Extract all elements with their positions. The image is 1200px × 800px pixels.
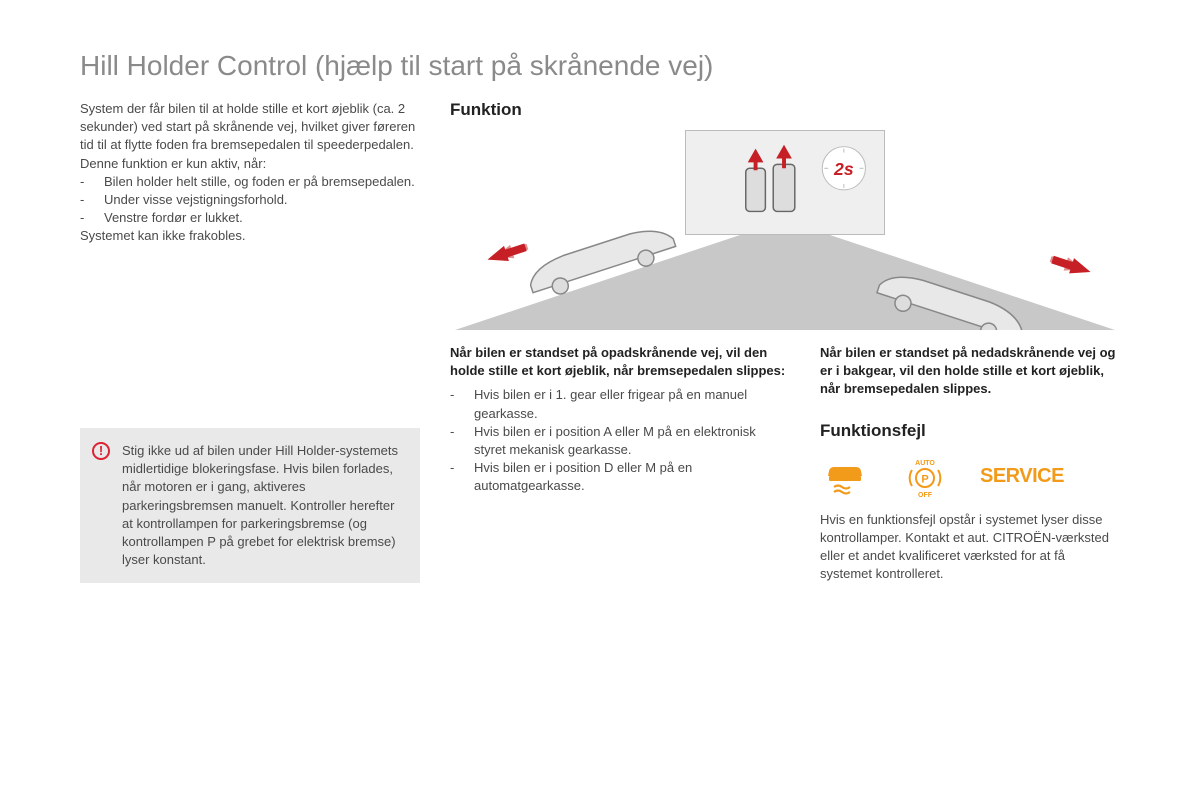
timer-label: 2s bbox=[833, 159, 854, 179]
downhill-bold-text: Når bilen er standset på nedadskrånende … bbox=[820, 344, 1120, 399]
svg-text:AUTO: AUTO bbox=[915, 460, 935, 467]
main-columns: System der får bilen til at holde stille… bbox=[80, 100, 1120, 583]
intro-paragraph-2: Denne funktion er kun aktiv, når: bbox=[80, 155, 420, 173]
malfunction-heading: Funktionsfejl bbox=[820, 421, 1120, 441]
list-item: Hvis bilen er i position A eller M på en… bbox=[450, 423, 790, 459]
intro-paragraph-1: System der får bilen til at holde stille… bbox=[80, 100, 420, 155]
list-item-text: Under visse vejstigningsforhold. bbox=[104, 191, 288, 209]
list-item-text: Hvis bilen er i position A eller M på en… bbox=[474, 423, 790, 459]
list-item: Bilen holder helt stille, og foden er på… bbox=[80, 173, 420, 191]
list-item: Hvis bilen er i position D eller M på en… bbox=[450, 459, 790, 495]
traction-warning-icon bbox=[820, 457, 870, 497]
hill-diagram: 2s bbox=[450, 130, 1120, 330]
list-item-text: Hvis bilen er i 1. gear eller frigear på… bbox=[474, 386, 790, 422]
auto-park-off-icon: AUTO P OFF bbox=[900, 457, 950, 497]
list-item-text: Hvis bilen er i position D eller M på en… bbox=[474, 459, 790, 495]
svg-text:P: P bbox=[921, 473, 928, 485]
malfunction-text: Hvis en funktionsfejl opstår i systemet … bbox=[820, 511, 1120, 584]
list-item-text: Bilen holder helt stille, og foden er på… bbox=[104, 173, 415, 191]
intro-conditions-list: Bilen holder helt stille, og foden er på… bbox=[80, 173, 420, 228]
list-item: Hvis bilen er i 1. gear eller frigear på… bbox=[450, 386, 790, 422]
downhill-and-malfunction: Når bilen er standset på nedadskrånende … bbox=[820, 344, 1120, 583]
left-column: System der får bilen til at holde stille… bbox=[80, 100, 420, 583]
uphill-bold-text: Når bilen er standset på opadskrånende v… bbox=[450, 344, 790, 380]
page-title: Hill Holder Control (hjælp til start på … bbox=[80, 50, 1120, 82]
function-heading: Funktion bbox=[450, 100, 1120, 120]
uphill-description: Når bilen er standset på opadskrånende v… bbox=[450, 344, 790, 583]
pedal-inset-illustration: 2s bbox=[685, 130, 885, 235]
function-lower-columns: Når bilen er standset på opadskrånende v… bbox=[450, 344, 1120, 583]
list-item-text: Venstre fordør er lukket. bbox=[104, 209, 243, 227]
right-column: Funktion bbox=[450, 100, 1120, 583]
uphill-conditions-list: Hvis bilen er i 1. gear eller frigear på… bbox=[450, 386, 790, 495]
service-indicator-text: SERVICE bbox=[980, 465, 1064, 488]
warning-callout: Stig ikke ud af bilen under Hill Holder-… bbox=[80, 428, 420, 583]
list-item: Under visse vejstigningsforhold. bbox=[80, 191, 420, 209]
list-item: Venstre fordør er lukket. bbox=[80, 209, 420, 227]
intro-paragraph-3: Systemet kan ikke frakobles. bbox=[80, 227, 420, 245]
malfunction-icons-row: AUTO P OFF SERVICE bbox=[820, 457, 1120, 497]
warning-exclamation-icon bbox=[92, 442, 110, 460]
warning-text: Stig ikke ud af bilen under Hill Holder-… bbox=[122, 442, 406, 569]
svg-text:OFF: OFF bbox=[918, 492, 933, 497]
